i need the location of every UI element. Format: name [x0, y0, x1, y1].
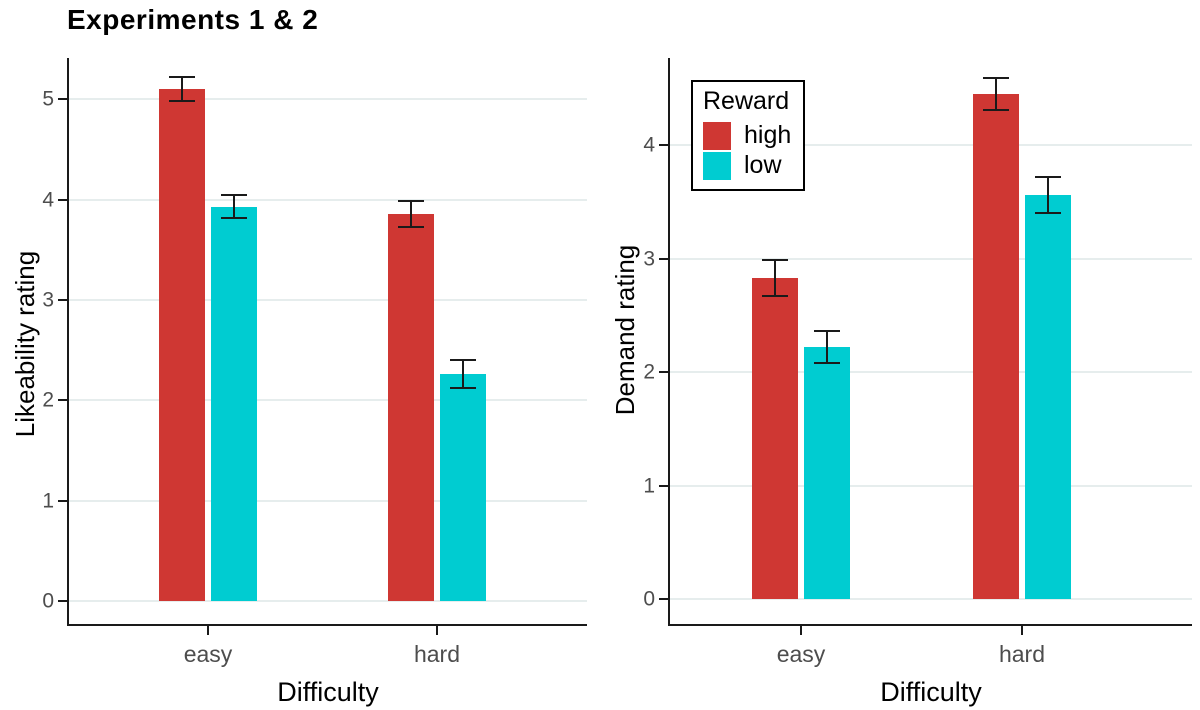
- legend-item-label-low: low: [744, 151, 782, 179]
- y-axis-title-likeability: Likeability rating: [10, 250, 40, 438]
- y-tick-mark-5: [58, 98, 67, 101]
- legend-swatch-high-icon: [703, 121, 731, 150]
- gridline-0: [670, 598, 1192, 601]
- y-tick-label-1: 1: [643, 474, 655, 498]
- y-tick-label-1: 1: [42, 489, 54, 513]
- errorbar-cap-bottom-high-hard: [398, 225, 424, 228]
- y-tick-label-0: 0: [643, 587, 655, 611]
- gridline-1: [69, 499, 587, 502]
- gridline-2: [69, 399, 587, 402]
- errorbar-cap-bottom-high-easy: [169, 100, 195, 103]
- legend-item-high: high: [703, 121, 791, 151]
- bar-high-easy: [159, 89, 205, 601]
- errorbar-cap-bottom-low-easy: [221, 216, 247, 219]
- y-tick-label-4: 4: [42, 188, 54, 211]
- x-axis-title-likeability: Difficulty: [277, 677, 379, 707]
- errorbar-line-high-easy: [181, 77, 183, 102]
- legend-item-low: low: [703, 151, 791, 181]
- legend: Reward high low: [691, 80, 806, 191]
- panel-demand: Difficulty Reward high low 0 1 2 3 4 easy hard: [643, 58, 1192, 706]
- gridline-0: [69, 599, 587, 602]
- bar-low-easy: [804, 347, 850, 600]
- errorbar-line-low-hard: [1047, 177, 1049, 214]
- y-tick-label-0: 0: [42, 589, 54, 613]
- y-tick-mark-1: [659, 484, 668, 487]
- gridline-3: [670, 257, 1192, 260]
- y-tick-label-5: 5: [42, 87, 54, 111]
- errorbar-cap-bottom-high-hard: [983, 109, 1009, 112]
- bar-low-easy: [211, 206, 257, 601]
- gridline-5: [69, 98, 587, 101]
- errorbar-cap-bottom-low-easy: [814, 362, 840, 365]
- x-axis-title-demand: Difficulty: [880, 677, 982, 707]
- x-tick-mark-hard: [1021, 626, 1023, 635]
- x-tick-label-easy: easy: [776, 641, 826, 667]
- errorbar-line-low-easy: [233, 195, 235, 218]
- errorbar-cap-bottom-high-easy: [762, 295, 788, 298]
- x-tick-label-hard: hard: [998, 641, 1046, 667]
- x-tick-mark-easy: [207, 626, 209, 635]
- errorbar-cap-top-high-easy: [762, 258, 788, 261]
- y-tick-label-3: 3: [643, 247, 655, 271]
- errorbar-cap-top-low-hard: [450, 359, 476, 362]
- y-tick-label-3: 3: [42, 288, 54, 312]
- x-tick-mark-easy: [800, 626, 802, 635]
- y-tick-mark-3: [659, 257, 668, 260]
- errorbar-cap-top-high-hard: [398, 199, 424, 202]
- figure-title: Experiments 1 & 2: [67, 4, 319, 35]
- y-tick-mark-4: [58, 198, 67, 201]
- gridline-1: [670, 484, 1192, 487]
- bar-low-hard: [1025, 195, 1071, 600]
- bar-low-hard: [440, 374, 486, 601]
- y-tick-label-4: 4: [643, 133, 655, 157]
- bar-high-hard: [973, 94, 1019, 600]
- bar-high-hard: [388, 213, 434, 601]
- panel-likeability: Difficulty 0 1 2 3 4 5 easy hard: [42, 58, 587, 706]
- errorbar-cap-top-low-easy: [814, 330, 840, 333]
- y-tick-mark-0: [58, 599, 67, 602]
- x-tick-label-easy: easy: [183, 641, 233, 667]
- y-tick-mark-0: [659, 598, 668, 601]
- errorbar-line-high-easy: [774, 259, 776, 297]
- x-tick-label-hard: hard: [413, 641, 461, 667]
- y-tick-mark-4: [659, 144, 668, 147]
- errorbar-cap-bottom-low-hard: [450, 387, 476, 390]
- gridline-2: [670, 371, 1192, 374]
- bar-high-easy: [752, 278, 798, 600]
- y-tick-mark-2: [58, 399, 67, 402]
- y-axis-title-demand: Demand rating: [610, 244, 640, 416]
- errorbar-line-low-hard: [462, 360, 464, 389]
- y-tick-mark-3: [58, 298, 67, 301]
- gridline-4: [670, 144, 1192, 147]
- errorbar-line-low-easy: [826, 331, 828, 364]
- gridline-4: [69, 198, 587, 201]
- y-tick-mark-2: [659, 371, 668, 374]
- errorbar-line-high-hard: [995, 78, 997, 111]
- y-tick-mark-1: [58, 499, 67, 502]
- errorbar-cap-top-high-hard: [983, 77, 1009, 80]
- errorbar-line-high-hard: [410, 200, 412, 227]
- legend-title: Reward: [703, 87, 790, 115]
- errorbar-cap-top-low-easy: [221, 194, 247, 197]
- errorbar-cap-top-low-hard: [1035, 176, 1061, 179]
- legend-item-label-high: high: [744, 121, 792, 149]
- y-tick-label-2: 2: [42, 388, 54, 412]
- x-tick-mark-hard: [436, 626, 438, 635]
- gridline-3: [69, 298, 587, 301]
- legend-swatch-low-icon: [703, 151, 731, 180]
- errorbar-cap-bottom-low-hard: [1035, 212, 1061, 215]
- y-tick-label-2: 2: [643, 360, 655, 384]
- errorbar-cap-top-high-easy: [169, 76, 195, 79]
